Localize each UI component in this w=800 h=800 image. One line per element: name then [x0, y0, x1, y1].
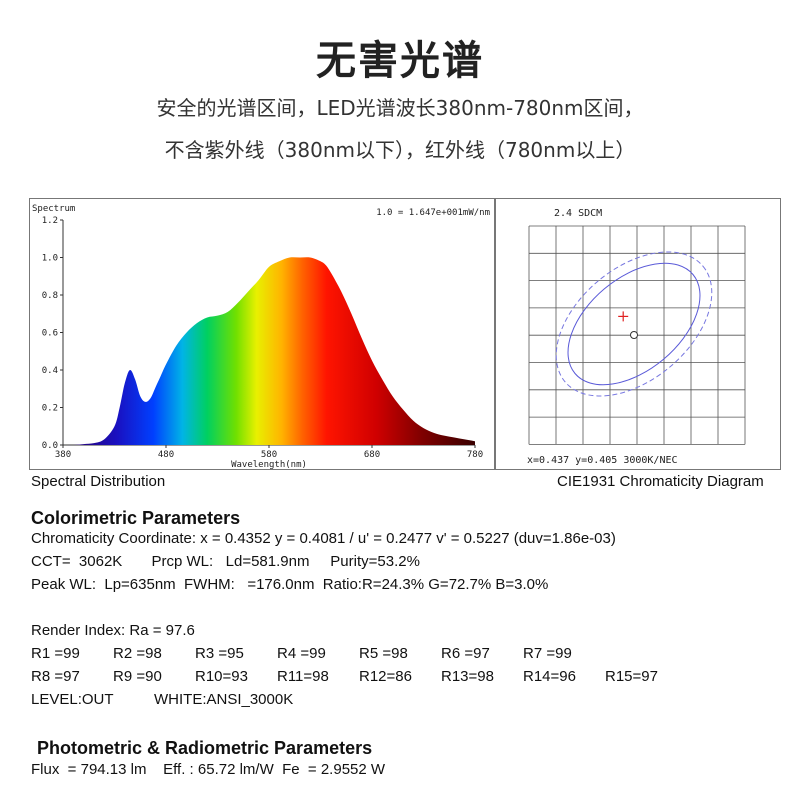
colorimetric-title: Colorimetric Parameters [31, 508, 241, 528]
spectrum-y-tick-label: 1.0 [42, 254, 58, 264]
level-label: LEVEL:OUT [31, 691, 114, 708]
spectrum-title: Spectrum [32, 204, 75, 214]
page-title: 无害光谱 [316, 38, 484, 84]
r-value: R4 =99 [277, 645, 326, 662]
r-value: R5 =98 [359, 645, 408, 662]
r-value: R1 =99 [31, 645, 80, 662]
sdcm-inner-ellipse [567, 262, 701, 386]
spectral-caption: Spectral Distribution [31, 473, 166, 490]
cie-panel: 2.4 SDCM x=0.437 y=0.405 3000K/NEC [495, 198, 781, 470]
sdcm-outer-ellipse [555, 251, 713, 397]
white-label: WHITE:ANSI_3000K [154, 691, 294, 708]
spectrum-y-tick-label: 1.2 [42, 216, 58, 226]
spectrum-y-tick-label: 0.2 [42, 404, 58, 414]
spectrum-x-tick-label: 380 [55, 450, 71, 460]
chromaticity-line: Chromaticity Coordinate: x = 0.4352 y = … [31, 530, 616, 547]
r-value: R3 =95 [195, 645, 244, 662]
cie-title: 2.4 SDCM [554, 208, 602, 219]
spectrum-area [63, 257, 475, 446]
photometric-title: Photometric & Radiometric Parameters [37, 738, 373, 758]
spectrum-x-tick-label: 780 [467, 450, 483, 460]
peak-line: Peak WL: Lp=635nm FWHM: =176.0nm Ratio:R… [31, 576, 549, 593]
r-value: R14=96 [523, 668, 576, 685]
r-value: R12=86 [359, 668, 412, 685]
r-value: R11=98 [277, 668, 329, 685]
spectrum-panel: Spectrum 1.0 = 1.647e+001mW/nm 0.0 0.2 0.4… [29, 198, 495, 470]
spectrum-xlabel: Wavelength(nm) [231, 460, 307, 469]
subtitle-line-2: 不含紫外线（380nm以下），红外线（780nm以上） [164, 138, 636, 162]
spectrum-x-tick-label: 680 [364, 450, 380, 460]
spectrum-x-tick-label: 480 [158, 450, 174, 460]
r-value: R9 =90 [113, 668, 162, 685]
cie-target-point [630, 331, 638, 339]
spectrum-y-tick-label: 0.8 [42, 291, 58, 301]
cie-chart: 2.4 SDCM x=0.437 y=0.405 3000K/NEC [527, 208, 746, 466]
render-index: Render Index: Ra = 97.6 [31, 622, 195, 639]
cct-line: CCT= 3062K Prcp WL: Ld=581.9nm Purity=53… [31, 553, 420, 570]
spectrum-x-tick-label: 580 [261, 450, 277, 460]
r-value: R8 =97 [31, 668, 80, 685]
r-value: R15=97 [605, 668, 658, 685]
cie-caption: CIE1931 Chromaticity Diagram [557, 473, 764, 490]
spectrum-scale-note: 1.0 = 1.647e+001mW/nm [376, 208, 490, 218]
subtitle-line-1: 安全的光谱区间，LED光谱波长380nm-780nm区间， [156, 96, 644, 120]
cie-readout: x=0.437 y=0.405 3000K/NEC [527, 455, 678, 466]
r-value: R10=93 [195, 668, 248, 685]
r-value: R13=98 [441, 668, 494, 685]
spectrum-chart: Spectrum 1.0 = 1.647e+001mW/nm 0.0 0.2 0.4… [32, 204, 490, 470]
r-value: R2 =98 [113, 645, 162, 662]
spectrum-y-tick-label: 0.0 [42, 441, 58, 451]
photometric-line: Flux = 794.13 lm Eff. : 65.72 lm/W Fe = … [31, 761, 386, 778]
r-value: R6 =97 [441, 645, 490, 662]
spectrum-y-tick-label: 0.4 [42, 366, 58, 376]
spectrum-y-tick-label: 0.6 [42, 329, 58, 339]
r-value: R7 =99 [523, 645, 572, 662]
